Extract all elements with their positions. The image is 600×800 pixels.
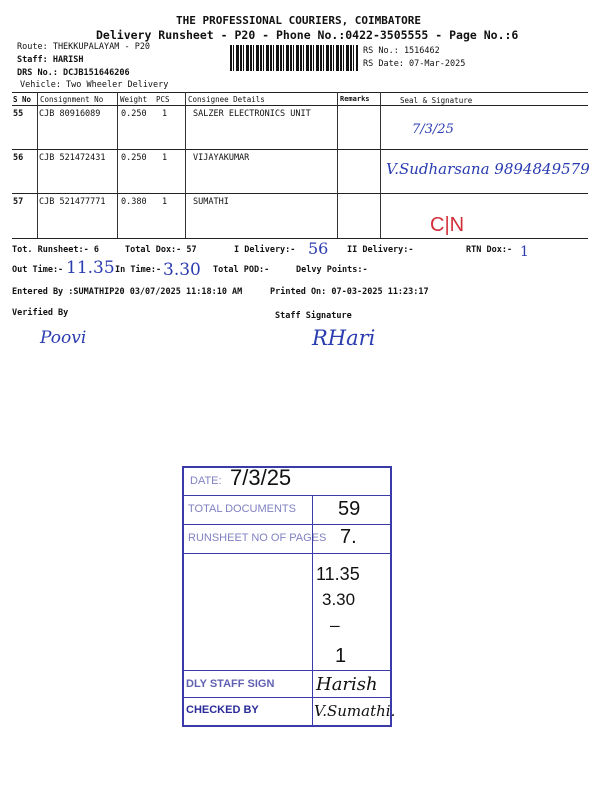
staff: Staff: HARISH <box>17 55 84 65</box>
col-signature: Seal & Signature <box>400 96 473 105</box>
stamp-total-documents-label: TOTAL DOCUMENTS <box>188 503 296 515</box>
vehicle: Vehicle: Two Wheeler Delivery <box>20 80 169 90</box>
staff-signature: RHari <box>312 326 376 350</box>
stamp-checked-by-label: CHECKED BY <box>186 704 259 716</box>
col-sno: S No <box>13 95 32 104</box>
i-delivery-label: I Delivery:- <box>234 245 296 255</box>
rtn-dox-value: 1 <box>520 244 529 260</box>
stamp-pages: 7. <box>340 526 357 548</box>
stamp-out-time: 11.35 <box>316 564 360 584</box>
row-consignee: SUMATHI <box>193 197 229 207</box>
row-pcs: 1 <box>162 197 168 207</box>
stamp-total-documents: 59 <box>338 498 361 520</box>
runsheet-title: Delivery Runsheet - P20 - Phone No.:0422… <box>96 28 519 42</box>
stamp-date-label: DATE: <box>190 475 222 487</box>
total-pod: Total POD:- <box>213 265 270 275</box>
row-sno: 57 <box>13 197 24 207</box>
row-pcs: 1 <box>162 109 168 119</box>
staff-signature-label: Staff Signature <box>275 311 352 321</box>
total-dox: Total Dox:- 57 <box>125 245 197 255</box>
in-time-value: 3.30 <box>163 260 201 280</box>
stamp-dash: — <box>330 616 340 635</box>
stamp-pages-label: RUNSHEET NO OF PAGES <box>188 532 327 544</box>
i-delivery-value: 56 <box>308 239 329 258</box>
row-consignee: SALZER ELECTRONICS UNIT <box>193 109 311 119</box>
row-weight: 0.250 <box>121 109 147 119</box>
row-consignee: VIJAYAKUMAR <box>193 153 250 163</box>
route: Route: THEKKUPALAYAM - P20 <box>17 42 151 52</box>
row-weight: 0.380 <box>121 197 147 207</box>
entered-by: Entered By :SUMATHIP20 03/07/2025 11:18:… <box>12 287 243 297</box>
out-time-value: 11.35 <box>66 258 115 278</box>
row-sno: 56 <box>13 153 24 163</box>
stamp-in-time: 3.30 <box>322 590 356 609</box>
ii-delivery: II Delivery:- <box>347 245 414 255</box>
row-consignment: CJB 521477771 <box>39 197 106 207</box>
row-sno: 55 <box>13 109 24 119</box>
company-name: THE PROFESSIONAL COURIERS, COIMBATORE <box>176 14 422 27</box>
col-remarks: Remarks <box>340 95 370 103</box>
printed-on: Printed On: 07-03-2025 11:23:17 <box>270 287 429 297</box>
tot-runsheet: Tot. Runsheet:- 6 <box>12 245 99 255</box>
delvy-points: Delvy Points:- <box>296 265 368 275</box>
row-weight: 0.250 <box>121 153 147 163</box>
out-time-label: Out Time:- <box>12 265 64 275</box>
stamp-rtn: 1 <box>335 645 347 667</box>
in-time-label: In Time:- <box>115 265 162 275</box>
row-signature: 7/3/25 <box>412 122 454 137</box>
row-pcs: 1 <box>162 153 168 163</box>
row-signature: V.Sudharsana 9894849579 <box>386 160 590 178</box>
verified-by-label: Verified By <box>12 308 69 318</box>
row-consignment: CJB 521472431 <box>39 153 106 163</box>
row-consignment: CJB 80916089 <box>39 109 101 119</box>
col-weight: Weight <box>120 95 148 104</box>
drs-number: DRS No.: DCJB151646206 <box>17 68 130 78</box>
col-consignment: Consignment No <box>40 95 104 104</box>
col-consignee: Consignee Details <box>188 95 265 104</box>
verified-by-signature: Poovi <box>40 328 87 348</box>
stamp-dly-staff-label: DLY STAFF SIGN <box>186 678 275 690</box>
rs-date: RS Date: 07-Mar-2025 <box>363 59 466 69</box>
row-signature: C|N <box>430 214 465 236</box>
rtn-dox-label: RTN Dox:- <box>466 245 513 255</box>
stamp-checked-by-signature: V.Sumathi. <box>314 702 396 720</box>
stamp-dly-staff-signature: Harish <box>316 674 378 695</box>
barcode <box>230 45 358 71</box>
stamp-date: 7/3/25 <box>230 465 292 490</box>
rs-number: RS No.: 1516462 <box>363 46 440 56</box>
col-pcs: PCS <box>156 95 170 104</box>
